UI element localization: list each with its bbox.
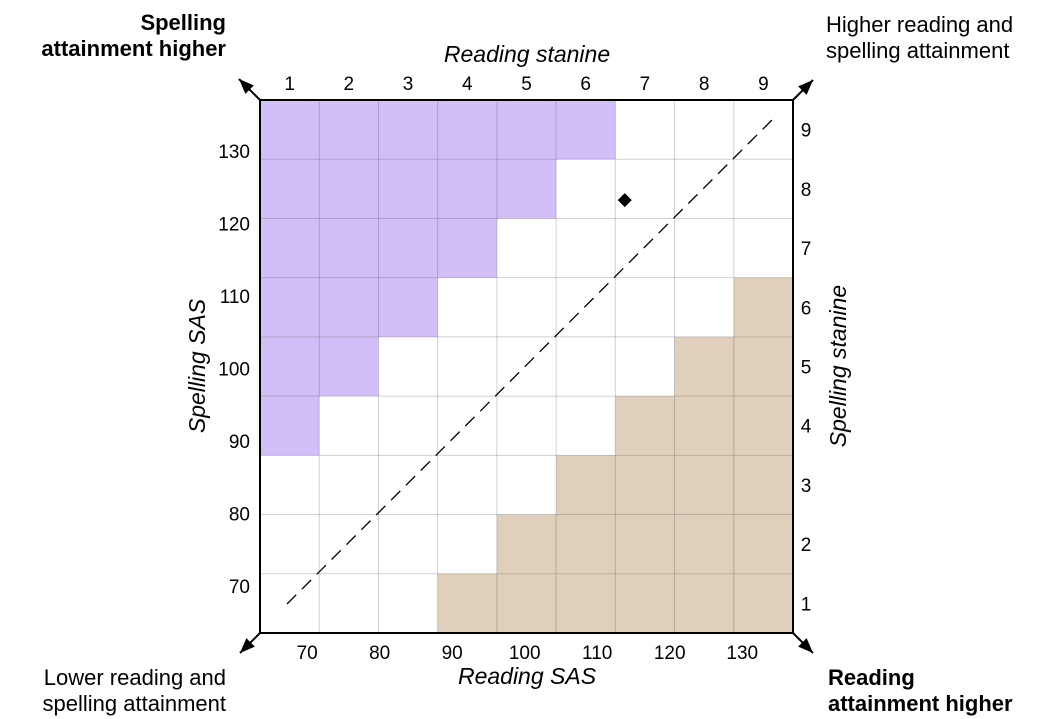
spelling-higher-region: [260, 100, 616, 160]
spelling-higher-region: [260, 277, 438, 337]
reading-stanine-tick: 4: [462, 74, 473, 95]
spelling-sas-tick: 100: [218, 359, 250, 380]
reading-sas-tick: 130: [726, 643, 758, 664]
reading-stanine-tick: 5: [521, 74, 532, 95]
arrow-top-left-head: [239, 79, 254, 94]
spelling-sas-tick: 110: [220, 287, 250, 308]
tick-labels: 1 1 2 2 3 3 4 4 5 5 6 6 7 7 8 8 9 9 70 70 80 80 90 90 100 100 110 1…: [218, 74, 811, 664]
corner-line: Spelling: [140, 10, 226, 35]
axis-titles: Reading stanine Reading SAS Spelling SAS…: [184, 41, 851, 689]
spelling-higher-region: [260, 218, 497, 278]
corner-line: Lower reading and: [43, 665, 226, 690]
corner-line: attainment higher: [41, 36, 226, 61]
reading-stanine-tick: 2: [344, 74, 355, 95]
reading-sas-tick: 110: [582, 643, 612, 664]
reading-stanine-tick: 1: [284, 74, 295, 95]
arrow-bottom-right-head: [798, 638, 813, 653]
spelling-stanine-tick: 2: [801, 535, 812, 556]
data-points: [617, 193, 632, 208]
spelling-sas-tick: 130: [218, 142, 250, 163]
reading-sas-tick: 100: [509, 643, 541, 664]
corner-line: Higher reading and: [826, 12, 1014, 37]
reading-higher-region: [733, 277, 793, 337]
spelling-stanine-tick: 8: [801, 180, 812, 201]
spelling-sas-tick: 70: [229, 577, 250, 598]
reading-stanine-tick: 7: [640, 74, 651, 95]
spelling-stanine-tick: 1: [801, 594, 812, 615]
shaded-regions: [260, 100, 793, 633]
spelling-stanine-tick: 5: [801, 358, 812, 379]
spelling-sas-tick: 120: [218, 214, 250, 235]
y-right-axis-title: Spelling stanine: [825, 285, 851, 447]
y-left-axis-title: Spelling SAS: [184, 298, 210, 433]
spelling-higher-region: [260, 336, 379, 397]
spelling-stanine-tick: 7: [801, 239, 812, 260]
equal-attainment-diagonal: [286, 116, 776, 605]
spelling-higher-region: [260, 159, 557, 219]
reading-sas-tick: 120: [654, 643, 686, 664]
corner-line: Reading: [828, 665, 915, 690]
spelling-sas-tick: 90: [229, 432, 250, 453]
spelling-stanine-tick: 4: [801, 417, 812, 438]
x-top-axis-title: Reading stanine: [444, 41, 610, 67]
corner-line: attainment higher: [828, 691, 1013, 716]
reading-higher-region: [615, 396, 793, 456]
corner-line: spelling attainment: [826, 38, 1010, 63]
spelling-stanine-tick: 6: [801, 298, 812, 319]
arrow-top-right-head: [798, 80, 813, 95]
reading-stanine-tick: 6: [580, 74, 591, 95]
reading-sas-tick: 70: [297, 643, 318, 664]
spelling-higher-region: [260, 396, 320, 456]
arrow-bottom-left-head: [240, 638, 255, 653]
reading-higher-region: [674, 336, 793, 397]
corner-label-bottom-left: Lower reading and spelling attainment: [0, 665, 226, 717]
reading-stanine-tick: 3: [403, 74, 414, 95]
plot-frame: [259, 99, 794, 634]
grid-lines: [260, 100, 793, 633]
reading-sas-tick: 90: [442, 643, 463, 664]
corner-line: spelling attainment: [42, 691, 226, 716]
corner-label-bottom-right: Reading attainment higher: [828, 665, 1013, 717]
reading-stanine-tick: 8: [699, 74, 710, 95]
spelling-sas-tick: 80: [229, 504, 250, 525]
reading-higher-region: [496, 514, 793, 574]
corner-arrows: [238, 78, 814, 654]
corner-label-top-left: Spelling attainment higher: [0, 10, 226, 62]
spelling-stanine-tick: 9: [801, 121, 812, 142]
reading-higher-region: [437, 573, 793, 633]
reading-higher-region: [556, 455, 793, 515]
x-bottom-axis-title: Reading SAS: [458, 663, 597, 689]
spelling-stanine-tick: 3: [801, 476, 812, 497]
reading-sas-tick: 80: [369, 643, 390, 664]
data-point-diamond: [617, 193, 632, 208]
corner-label-top-right: Higher reading and spelling attainment: [826, 12, 1013, 64]
reading-stanine-tick: 9: [758, 74, 769, 95]
